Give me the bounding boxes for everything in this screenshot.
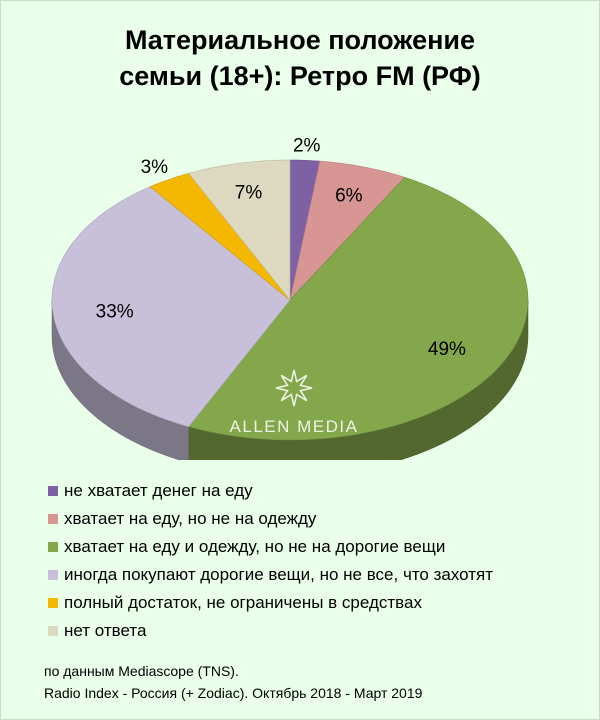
legend-item-5: нет ответа: [48, 617, 493, 645]
chart-title: Материальное положение семьи (18+): Ретр…: [0, 22, 600, 94]
data-label-5: 7%: [235, 183, 263, 204]
pie-data-labels: 2% 6% 49% 33% 3% 7%: [96, 136, 466, 361]
legend-swatch-0: [48, 486, 58, 496]
chart-title-line-1: Материальное положение: [124, 25, 476, 55]
legend-swatch-3: [48, 570, 58, 580]
pie-slice-2: [188, 176, 529, 441]
data-label-2: 49%: [428, 339, 466, 360]
legend-label-4: полный достаток, не ограничены в средств…: [64, 593, 422, 612]
pie-slice-5: [188, 159, 291, 301]
pie-slice-4: [149, 172, 291, 301]
watermark: ALLEN MEDIA: [230, 369, 359, 436]
data-label-3: 33%: [96, 302, 134, 323]
legend-item-2: хватает на еду и одежду, но не на дороги…: [48, 533, 493, 561]
legend-swatch-5: [48, 626, 58, 636]
source-note: по данным Mediascope (TNS). Radio Index …: [44, 660, 422, 704]
pie-top-layer: [51, 159, 529, 441]
legend-item-0: не хватает денег на еду: [48, 477, 493, 505]
data-label-1: 6%: [335, 186, 363, 207]
legend-swatch-2: [48, 542, 58, 552]
legend-label-5: нет ответа: [64, 621, 147, 640]
pie-chart: ALLEN MEDIA 2% 6% 49% 33% 3% 7%: [51, 136, 529, 460]
watermark-star-outline: [275, 369, 313, 407]
legend-item-3: иногда покупают дорогие вещи, но не все,…: [48, 561, 493, 589]
legend-swatch-4: [48, 598, 58, 608]
legend-label-3: иногда покупают дорогие вещи, но не все,…: [64, 565, 494, 584]
source-line-1: по данным Mediascope (TNS).: [44, 663, 239, 679]
legend-label-0: не хватает денег на еду: [64, 481, 253, 500]
data-label-4: 3%: [141, 157, 169, 178]
legend-item-4: полный достаток, не ограничены в средств…: [48, 589, 493, 617]
legend-label-1: хватает на еду, но не на одежду: [64, 509, 317, 528]
chart-legend: не хватает денег на еду хватает на еду, н…: [48, 477, 493, 645]
data-label-0: 2%: [293, 136, 321, 157]
legend-swatch-1: [48, 514, 58, 524]
legend-item-1: хватает на еду, но не на одежду: [48, 505, 493, 533]
chart-title-line-2: семьи (18+): Ретро FM (РФ): [119, 61, 481, 91]
pie-slice-3: [51, 186, 291, 428]
legend-label-2: хватает на еду и одежду, но не на дороги…: [64, 537, 446, 556]
watermark-star-icon: [275, 369, 313, 407]
pie-slice-1: [289, 160, 406, 301]
watermark-text: ALLEN MEDIA: [230, 417, 359, 436]
source-line-2: Radio Index - Россия (+ Zodiac). Октябрь…: [44, 685, 423, 701]
